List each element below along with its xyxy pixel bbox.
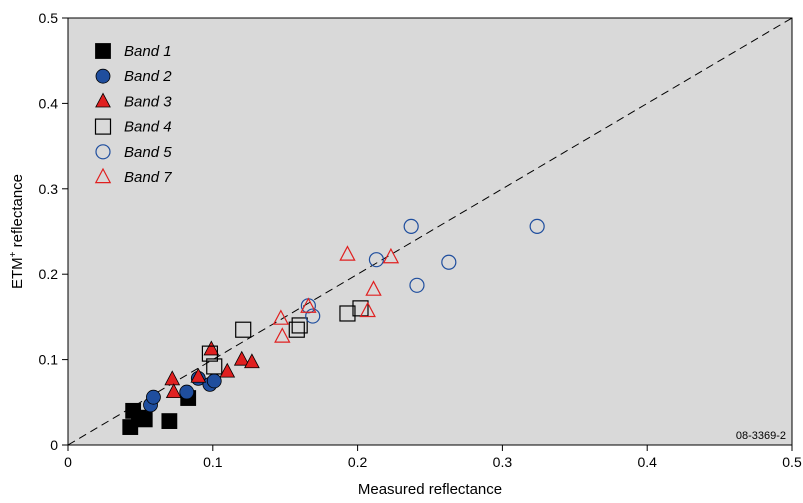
data-points xyxy=(122,218,545,435)
band-2-point xyxy=(146,389,161,405)
band-1-series xyxy=(122,390,197,435)
legend: Band 1 Band 2 Band 3 Band 4 Band 5 Band 7 xyxy=(94,43,172,186)
band-3-point xyxy=(203,340,220,356)
band-2-point xyxy=(206,373,222,389)
x-tick-label: 0.3 xyxy=(493,454,513,470)
legend-marker-band-5 xyxy=(95,144,111,160)
band-1-point xyxy=(161,413,178,429)
band-4-point xyxy=(291,317,308,334)
plot-frame xyxy=(67,17,793,446)
x-axis-label: Measured reflectance xyxy=(358,481,502,498)
band-7-point xyxy=(300,297,317,313)
y-tick-label: 0.5 xyxy=(39,10,59,26)
band-3-point xyxy=(244,353,260,369)
band-5-point xyxy=(441,254,457,270)
band-2-point xyxy=(179,384,195,400)
y-axis-label-superscript: + xyxy=(8,251,19,257)
y-tick-label: 0.2 xyxy=(39,266,59,282)
legend-marker-band-7 xyxy=(94,167,112,184)
y-tick-label: 0.4 xyxy=(39,95,59,111)
band-4-series xyxy=(201,300,369,375)
legend-label-band-2: Band 2 xyxy=(124,68,172,85)
band-3-series xyxy=(164,340,260,399)
y-axis-label-main: ETM xyxy=(9,257,26,289)
x-tick-label: 0.2 xyxy=(348,454,368,470)
band-5-point xyxy=(368,252,385,268)
one-to-one-reference-line xyxy=(67,17,793,446)
band-3-point xyxy=(233,350,250,366)
band-7-point xyxy=(365,280,382,296)
x-tick-label: 0 xyxy=(64,454,72,470)
band-7-series xyxy=(272,245,400,343)
figure-id-annotation: 08-3369-2 xyxy=(736,430,786,442)
band-3-point xyxy=(165,383,182,399)
legend-marker-band-3 xyxy=(95,92,111,108)
band-7-point xyxy=(382,247,400,264)
legend-item-band-1: Band 1 xyxy=(95,43,172,60)
x-axis: 0 0.1 0.2 0.3 0.4 0.5 xyxy=(64,445,802,470)
legend-label-band-3: Band 3 xyxy=(124,93,172,110)
x-tick-label: 0.5 xyxy=(782,454,802,470)
band-4-point xyxy=(235,321,252,338)
legend-label-band-7: Band 7 xyxy=(124,169,172,186)
y-tick-label: 0.1 xyxy=(39,352,59,368)
band-7-point xyxy=(339,245,356,261)
band-4-point xyxy=(288,321,305,338)
legend-label-band-1: Band 1 xyxy=(124,43,172,60)
legend-marker-band-4 xyxy=(94,118,112,135)
band-3-point xyxy=(190,367,207,383)
band-7-point xyxy=(274,327,291,343)
band-5-point xyxy=(529,218,545,234)
legend-item-band-3: Band 3 xyxy=(95,92,172,110)
band-4-point xyxy=(201,345,219,362)
band-3-point xyxy=(219,362,236,378)
band-5-point xyxy=(409,277,425,293)
band-4-point xyxy=(339,305,356,322)
y-tick-label: 0.3 xyxy=(39,181,59,197)
band-7-point xyxy=(272,309,290,325)
legend-item-band-5: Band 5 xyxy=(95,144,172,161)
legend-marker-band-2 xyxy=(95,68,111,84)
legend-item-band-4: Band 4 xyxy=(94,118,172,136)
band-5-point xyxy=(305,308,321,324)
band-4-point xyxy=(206,358,223,375)
legend-label-band-4: Band 4 xyxy=(124,119,172,136)
band-5-point xyxy=(403,218,419,234)
legend-marker-band-1 xyxy=(95,43,111,59)
band-7-point xyxy=(359,301,376,318)
legend-item-band-2: Band 2 xyxy=(95,68,172,85)
y-axis: 0 0.1 0.2 0.3 0.4 0.5 xyxy=(39,10,68,453)
band-3-point xyxy=(164,370,181,386)
legend-label-band-5: Band 5 xyxy=(124,144,172,161)
legend-item-band-7: Band 7 xyxy=(94,167,172,186)
y-tick-label: 0 xyxy=(50,437,58,453)
y-axis-label-suffix: reflectance xyxy=(9,174,26,252)
band-1-point xyxy=(136,411,153,428)
x-tick-label: 0.1 xyxy=(203,454,223,470)
x-tick-label: 0.4 xyxy=(637,454,657,470)
y-axis-label: ETM+ reflectance xyxy=(8,174,26,289)
